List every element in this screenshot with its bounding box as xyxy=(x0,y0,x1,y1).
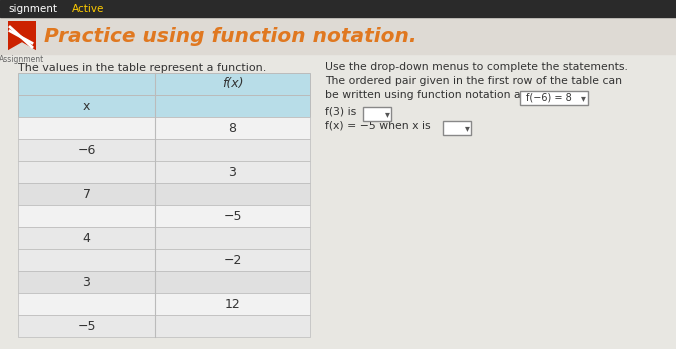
Text: The values in the table represent a function.: The values in the table represent a func… xyxy=(18,63,266,73)
Text: f(x): f(x) xyxy=(222,77,243,90)
Text: ▾: ▾ xyxy=(385,109,389,119)
Text: 3: 3 xyxy=(82,275,91,289)
Text: 4: 4 xyxy=(82,231,91,245)
Polygon shape xyxy=(8,43,36,51)
Bar xyxy=(18,139,310,161)
Text: 12: 12 xyxy=(224,297,241,311)
Bar xyxy=(18,117,310,139)
Bar xyxy=(443,121,471,135)
Bar xyxy=(18,315,310,337)
Bar xyxy=(8,21,36,51)
Text: be written using function notation as: be written using function notation as xyxy=(325,90,526,100)
Text: Assignment: Assignment xyxy=(0,55,45,64)
Text: Active: Active xyxy=(72,3,104,14)
Bar xyxy=(18,161,310,183)
Text: signment: signment xyxy=(8,3,57,14)
Text: x: x xyxy=(83,99,90,112)
Text: 7: 7 xyxy=(82,187,91,200)
Text: 8: 8 xyxy=(228,121,237,134)
Text: −5: −5 xyxy=(77,319,96,333)
Bar xyxy=(18,95,310,117)
Bar xyxy=(18,271,310,293)
Bar xyxy=(18,227,310,249)
Bar xyxy=(0,17,676,54)
Text: ▾: ▾ xyxy=(581,93,585,103)
Text: −5: −5 xyxy=(223,209,242,223)
Bar xyxy=(0,0,676,17)
Bar xyxy=(18,73,310,95)
Bar xyxy=(520,91,588,105)
Text: 3: 3 xyxy=(228,165,237,178)
Bar xyxy=(18,205,310,227)
Text: ▾: ▾ xyxy=(464,123,469,133)
Text: Practice using function notation.: Practice using function notation. xyxy=(44,27,416,45)
Bar xyxy=(18,249,310,271)
Text: Use the drop-down menus to complete the statements.: Use the drop-down menus to complete the … xyxy=(325,62,628,72)
Text: f(x) = −5 when x is: f(x) = −5 when x is xyxy=(325,120,431,130)
Text: f(−6) = 8: f(−6) = 8 xyxy=(526,93,572,103)
Text: −6: −6 xyxy=(77,143,96,156)
Bar xyxy=(363,107,391,121)
Text: f(3) is: f(3) is xyxy=(325,106,356,116)
Text: The ordered pair given in the first row of the table can: The ordered pair given in the first row … xyxy=(325,76,622,86)
Bar xyxy=(18,293,310,315)
Text: −2: −2 xyxy=(223,253,242,267)
Bar xyxy=(18,183,310,205)
